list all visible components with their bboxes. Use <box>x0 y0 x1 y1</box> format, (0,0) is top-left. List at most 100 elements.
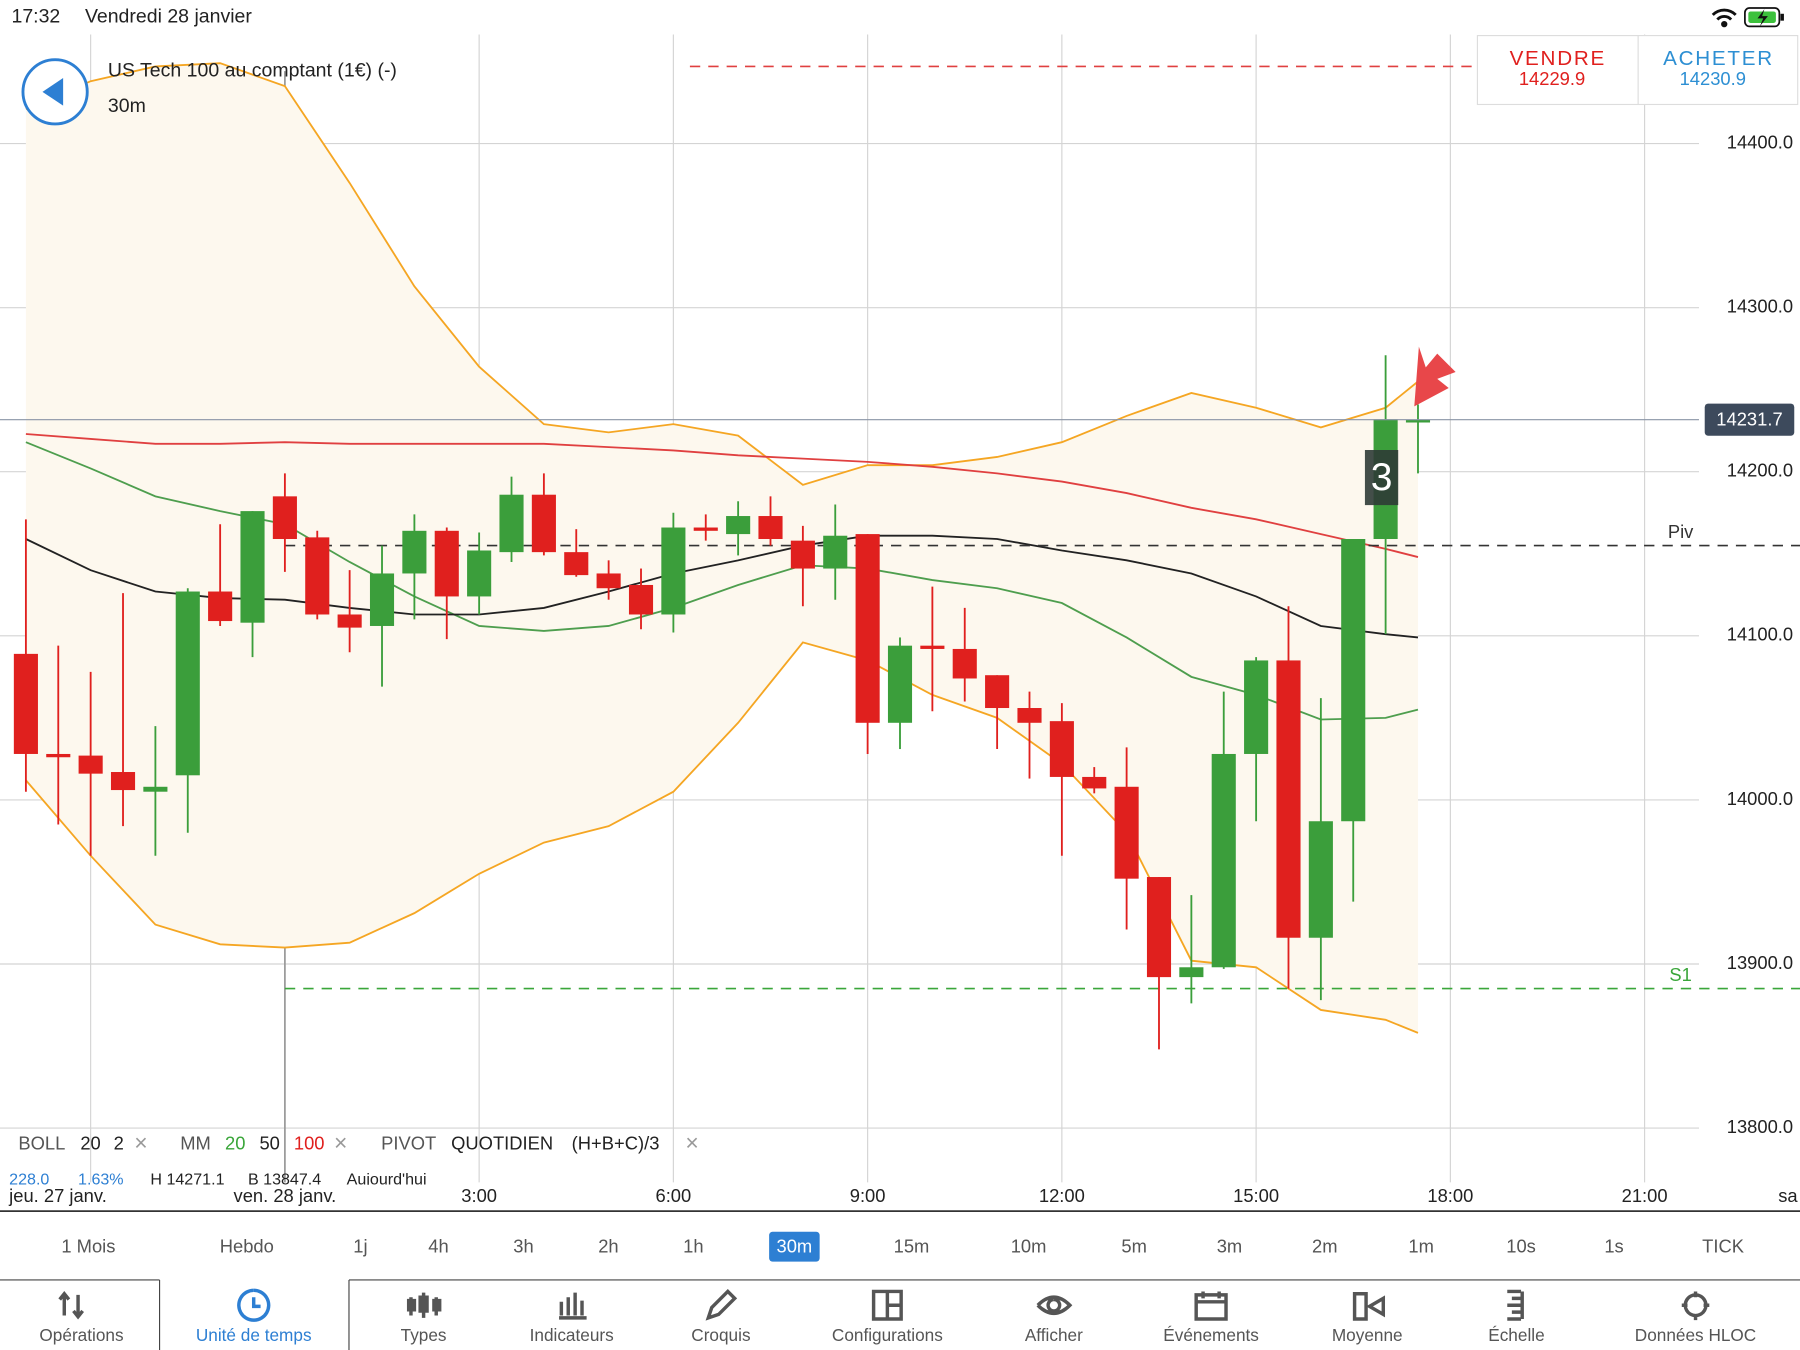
status-date: Vendredi 28 janvier <box>85 5 252 27</box>
timeframe-button[interactable]: 10m <box>1011 1236 1047 1257</box>
toolbar-label: Configurations <box>832 1325 943 1345</box>
candle-body <box>208 591 233 622</box>
toolbar-label: Croquis <box>691 1325 750 1345</box>
timeframe-button[interactable]: Hebdo <box>220 1236 274 1257</box>
timeframe-button[interactable]: 1h <box>683 1236 703 1257</box>
toolbar-label: Moyenne <box>1332 1325 1403 1345</box>
timeframe-button[interactable]: 3h <box>513 1236 533 1257</box>
toolbar-button[interactable]: Données HLOC <box>1635 1291 1756 1345</box>
candle-body <box>596 573 621 589</box>
timeframe-button[interactable]: 1j <box>353 1236 367 1257</box>
toolbar: Opérations Unité de temps Types Indicateurs… <box>39 1288 1756 1345</box>
legend-boll-period: 20 <box>80 1132 100 1153</box>
y-tick-label: 13900.0 <box>1727 952 1793 973</box>
toolbar-button[interactable]: Unité de temps <box>196 1288 312 1345</box>
toolbar-button[interactable]: Événements <box>1163 1291 1259 1345</box>
timeframe-button[interactable]: 5m <box>1121 1236 1147 1257</box>
timeframe-button[interactable]: 15m <box>894 1236 930 1257</box>
timeframe-label: Hebdo <box>220 1236 274 1257</box>
candle-body <box>855 534 880 723</box>
x-tick-label: 9:00 <box>850 1185 886 1206</box>
legend-pivot-period: QUOTIDIEN <box>451 1132 553 1153</box>
timeframe-label: 3m <box>1217 1236 1243 1257</box>
toolbar-button[interactable]: Afficher <box>1025 1295 1083 1345</box>
timeframe-bar: 1 Mois Hebdo 1j 4h 3h 2h 1h 30m 15m 10m 5m 3m 2m 1m 10… <box>61 1231 1745 1262</box>
sell-price: 14229.9 <box>1519 68 1585 89</box>
legend-info: 1.63% <box>78 1170 124 1188</box>
candle-body <box>1146 877 1172 978</box>
timeframe-button[interactable]: 3m <box>1217 1236 1243 1257</box>
candle-body <box>1049 721 1074 777</box>
timeframe-button[interactable]: 2m <box>1312 1236 1338 1257</box>
toolbar-label: Opérations <box>39 1325 123 1345</box>
candle-body <box>726 516 751 535</box>
y-tick-label: 14000.0 <box>1727 788 1793 809</box>
buy-price: 14230.9 <box>1680 68 1746 89</box>
x-tick-label: 18:00 <box>1427 1185 1473 1206</box>
timeframe-button[interactable]: 4h <box>428 1236 448 1257</box>
toolbar-icon <box>406 1292 442 1318</box>
sell-button[interactable]: VENDRE 14229.9 <box>1510 47 1606 89</box>
legend-close[interactable]: × <box>134 1130 147 1156</box>
toolbar-icon <box>871 1289 903 1321</box>
candle-body <box>790 540 815 569</box>
legend-info: Aujourd'hui <box>347 1170 427 1188</box>
toolbar-button[interactable]: Croquis <box>691 1289 751 1345</box>
x-tick-label: ven. 28 janv. <box>234 1185 337 1206</box>
timeframe-button[interactable]: 1s <box>1604 1236 1623 1257</box>
overlay: 14400.0 14300.0 14200.0 14100.0 14000.0 13900… <box>234 131 1799 1206</box>
timeframe-button[interactable]: TICK <box>1702 1236 1745 1257</box>
candle-body <box>175 591 200 776</box>
candle-body <box>823 535 848 569</box>
legend-close[interactable]: × <box>685 1130 698 1156</box>
timeframe-label: 5m <box>1121 1236 1147 1257</box>
toolbar-button[interactable]: Moyenne <box>1332 1292 1403 1345</box>
legend-mm-50: 50 <box>259 1132 279 1153</box>
current-price-box <box>1704 403 1795 436</box>
x-tick-label: 3:00 <box>461 1185 497 1206</box>
candle-body <box>337 614 362 628</box>
toolbar-button[interactable]: Opérations <box>39 1290 124 1345</box>
legend-info: H 14271.1 <box>150 1170 224 1188</box>
timeframe-label: 1s <box>1604 1236 1623 1257</box>
timeframe-button[interactable]: 2h <box>598 1236 618 1257</box>
timeframe-button[interactable]: 1m <box>1408 1236 1434 1257</box>
arrow-marker <box>1414 346 1456 407</box>
candle-body <box>1017 708 1042 723</box>
x-tick-label: sa <box>1778 1185 1798 1206</box>
timeframe-label: 30m <box>777 1236 813 1257</box>
toolbar-button[interactable]: Indicateurs <box>530 1292 614 1345</box>
timeframe-label: 1m <box>1408 1236 1434 1257</box>
candle-body <box>305 537 330 615</box>
candle-body <box>110 772 136 791</box>
status-time: 17:32 <box>11 5 60 27</box>
legend-close[interactable]: × <box>334 1130 347 1156</box>
timeframe-button[interactable]: 30m <box>769 1231 820 1262</box>
timeframe-selected <box>769 1231 820 1262</box>
candle-body <box>758 516 783 540</box>
candle-body <box>143 786 168 792</box>
y-tick-label: 14400.0 <box>1727 131 1793 152</box>
band-upper <box>25 62 1419 486</box>
candle-body <box>1114 786 1139 879</box>
timeframe-button[interactable]: 1 Mois <box>61 1236 115 1257</box>
buy-button[interactable]: ACHETER 14230.9 <box>1663 47 1774 89</box>
toolbar-button[interactable]: Configurations <box>832 1289 943 1345</box>
toolbar-label: Événements <box>1163 1325 1259 1345</box>
timeframe-label: 10m <box>1011 1236 1047 1257</box>
toolbar-button[interactable]: Types <box>401 1292 447 1345</box>
back-button[interactable] <box>21 58 89 126</box>
candle-body <box>887 645 913 723</box>
candle-body <box>1276 660 1301 938</box>
toolbar-button[interactable]: Échelle <box>1488 1289 1545 1345</box>
timeframe-button[interactable]: 10s <box>1506 1236 1536 1257</box>
candle-body <box>952 648 977 679</box>
candle-body <box>402 530 427 574</box>
toolbar-icon <box>1681 1291 1710 1321</box>
legend-boll: BOLL <box>18 1132 65 1153</box>
timeframe-label: 3h <box>513 1236 533 1257</box>
marker-badge <box>1364 450 1399 506</box>
candle-body <box>240 511 265 623</box>
timeframe-label: 2h <box>598 1236 618 1257</box>
